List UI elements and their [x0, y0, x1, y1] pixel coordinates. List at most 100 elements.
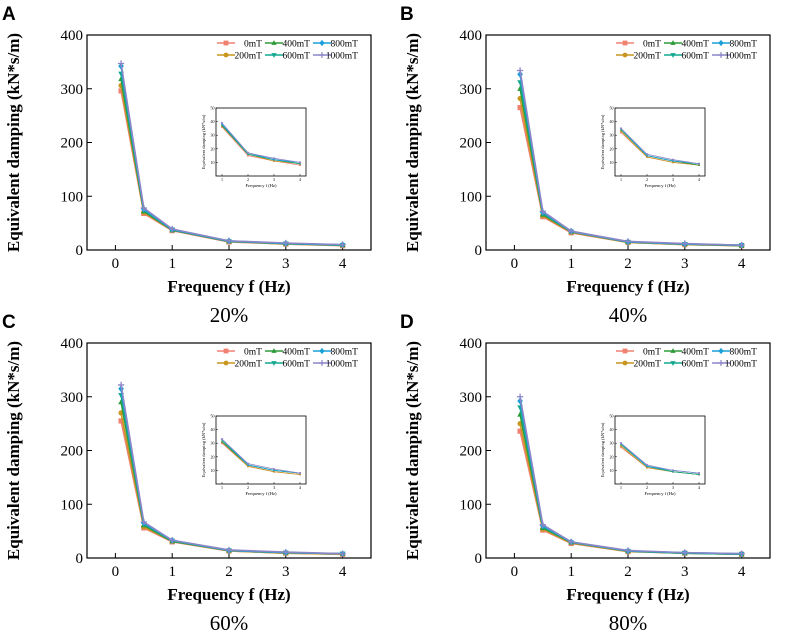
inset-x-tick-label: 4	[299, 485, 301, 490]
inset-series-line	[620, 444, 700, 475]
data-point	[516, 67, 524, 74]
data-point	[117, 381, 125, 389]
legend-swatch-marker	[718, 39, 724, 47]
inset-x-tick-label: 1	[221, 485, 223, 490]
inset-y-title: Equivalent damping (kN*s/m)	[600, 422, 605, 477]
legend-swatch-marker	[670, 348, 676, 353]
data-point	[539, 521, 546, 528]
inset-y-tick-label: 30	[211, 133, 215, 138]
x-tick-label: 1	[567, 256, 575, 272]
x-tick-label: 2	[624, 256, 632, 272]
inset-data-point	[620, 445, 622, 447]
inset-y-tick-label: 10	[610, 160, 614, 165]
inset-x-tick-label: 2	[646, 485, 648, 490]
inset-y-tick-label: 50	[610, 106, 614, 111]
inset-series-line	[620, 130, 700, 166]
inset-data-point	[273, 160, 275, 162]
data-point	[568, 538, 575, 545]
legend-label: 400mT	[283, 348, 311, 358]
y-tick-label: 300	[61, 82, 84, 98]
inset-data-point	[646, 465, 648, 468]
data-point	[225, 237, 233, 244]
inset-series-line	[620, 128, 700, 165]
inset-data-point	[671, 158, 675, 161]
inset-data-point	[645, 463, 649, 467]
inset-y-tick-label: 20	[610, 454, 614, 459]
legend-label: 1000mT	[326, 52, 358, 62]
legend-label: 400mT	[283, 40, 311, 50]
inset-y-tick-label: 30	[211, 441, 215, 446]
x-tick-label: 4	[738, 564, 746, 580]
inset-y-tick-label: 40	[211, 119, 215, 124]
inset-x-tick-label: 1	[620, 485, 622, 490]
inset-data-point	[220, 121, 224, 125]
data-point	[517, 104, 523, 111]
inset-x-tick-label: 3	[273, 177, 275, 182]
y-tick-label: 0	[76, 551, 84, 567]
inset-data-point	[620, 131, 622, 134]
inset-chart: 10 20 30 40 50 1 2 3 4 Frequency f (Hz) Equivalent…	[201, 414, 307, 496]
inset-data-point	[298, 472, 302, 475]
legend-label: 0mT	[643, 348, 661, 358]
inset-x-title: Frequency f (Hz)	[645, 491, 676, 496]
inset-y-tick-label: 50	[211, 414, 215, 419]
legend-label: 600mT	[283, 52, 311, 62]
inset-x-tick-label: 4	[698, 177, 700, 182]
inset-frame	[614, 415, 706, 485]
legend-label: 200mT	[235, 360, 263, 370]
inset-data-point	[299, 163, 301, 165]
data-point	[517, 428, 523, 434]
data-point	[624, 238, 632, 245]
panel-caption: 20%	[210, 303, 249, 327]
x-tick-label: 3	[681, 564, 689, 580]
inset-series-line	[620, 442, 700, 474]
panel-caption: 40%	[609, 303, 648, 327]
x-tick-label: 0	[112, 564, 120, 580]
inset-data-point	[619, 127, 623, 130]
x-tick-label: 2	[225, 256, 233, 272]
legend-label: 800mT	[730, 40, 758, 50]
legend-label: 600mT	[682, 52, 710, 62]
legend-swatch-marker	[670, 40, 676, 45]
x-tick-label: 4	[738, 256, 746, 272]
y-tick-label: 200	[460, 444, 483, 460]
x-axis-title: Frequency f (Hz)	[167, 585, 290, 604]
panel-letter: C	[2, 312, 16, 333]
x-tick-label: 0	[511, 256, 519, 272]
inset-x-title: Frequency f (Hz)	[246, 183, 277, 188]
inset-y-tick-label: 50	[211, 106, 215, 111]
series-line	[519, 396, 742, 555]
legend-label: 200mT	[634, 52, 662, 62]
legend-swatch-marker	[718, 347, 724, 355]
legend-label: 200mT	[235, 52, 263, 62]
legend-swatch-marker	[319, 52, 325, 58]
legend-swatch-marker	[718, 360, 724, 366]
inset-y-tick-label: 20	[211, 146, 215, 151]
inset-data-point	[272, 467, 276, 471]
legend-swatch-marker	[670, 361, 676, 366]
legend-swatch-marker	[319, 39, 325, 47]
legend-swatch-marker	[319, 360, 325, 366]
inset-y-tick-label: 30	[610, 133, 614, 138]
data-point	[681, 549, 688, 556]
series-line	[519, 70, 742, 246]
inset-y-title: Equivalent damping (kN*s/m)	[600, 114, 605, 169]
inset-data-point	[246, 462, 250, 465]
inset-data-point	[246, 151, 250, 154]
inset-x-tick-label: 4	[299, 177, 301, 182]
legend-label: 1000mT	[725, 360, 757, 370]
x-tick-label: 4	[339, 564, 347, 580]
x-tick-label: 2	[624, 564, 632, 580]
inset-data-point	[697, 472, 701, 475]
legend: 0mT 400mT 800mT 200mT 600mT 1000mT	[616, 348, 757, 370]
y-tick-label: 400	[460, 28, 483, 44]
legend-label: 800mT	[331, 348, 359, 358]
x-axis-title: Frequency f (Hz)	[566, 277, 689, 296]
data-point	[282, 239, 289, 247]
inset-series-line	[221, 124, 301, 165]
data-point	[539, 208, 546, 215]
inset-data-point	[646, 466, 648, 469]
legend: 0mT 400mT 800mT 200mT 600mT 1000mT	[217, 348, 358, 370]
inset-y-tick-label: 10	[211, 160, 215, 165]
